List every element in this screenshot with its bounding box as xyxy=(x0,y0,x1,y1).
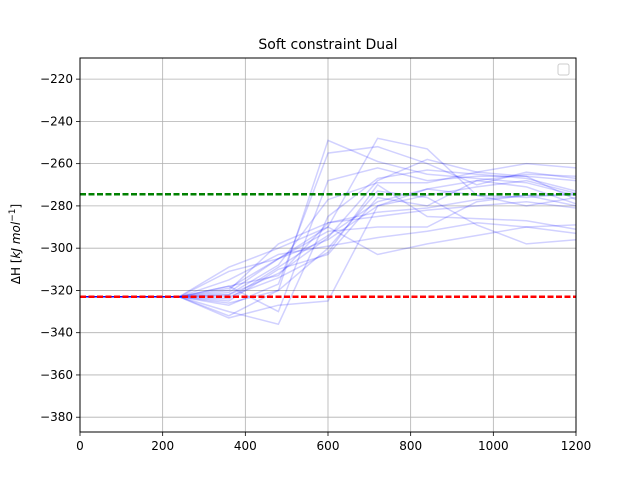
y-tick-label: −360 xyxy=(40,368,73,382)
legend xyxy=(557,63,570,76)
x-tick-label: 1200 xyxy=(561,439,592,453)
y-tick-label: −320 xyxy=(40,283,73,297)
y-tick-label: −220 xyxy=(40,72,73,86)
chart-title: Soft constraint Dual xyxy=(258,37,397,53)
x-tick-label: 200 xyxy=(151,439,174,453)
y-tick-label: −340 xyxy=(40,326,73,340)
series-line-run-12 xyxy=(80,224,577,298)
x-tick-label: 1000 xyxy=(478,439,509,453)
x-tick-label: 800 xyxy=(399,439,422,453)
series-line-run-17 xyxy=(80,188,577,300)
series-line-run-11 xyxy=(80,194,576,298)
series-lines xyxy=(80,137,577,326)
grid xyxy=(79,58,577,432)
y-axis-label-symbol: ΔH xyxy=(9,267,23,284)
series-line-run-15 xyxy=(80,137,577,298)
y-tick-label: −300 xyxy=(40,241,73,255)
x-tick-label: 400 xyxy=(234,439,257,453)
series-line-run-7 xyxy=(80,200,577,298)
series-line-run-5 xyxy=(80,179,577,302)
reference-lines xyxy=(80,193,576,299)
x-tick-label: 0 xyxy=(76,439,84,453)
series-line-run-13 xyxy=(80,167,577,313)
y-tick-label: −280 xyxy=(40,199,73,213)
y-tick-label: −260 xyxy=(40,157,73,171)
y-axis-label-unit: kJ mol xyxy=(9,221,23,258)
series-line-run-10 xyxy=(80,139,577,317)
series-line-run-16 xyxy=(80,183,577,298)
series-line-run-6 xyxy=(80,194,577,298)
series-line-run-1 xyxy=(80,179,577,319)
y-axis-label-open: [ xyxy=(9,258,23,267)
y-tick-label: −240 xyxy=(40,114,73,128)
series-line-run-9 xyxy=(80,145,577,306)
series-line-run-18 xyxy=(80,173,577,298)
x-axis-ticks: 0 200 400 600 800 1000 1200 xyxy=(76,432,591,453)
series-line-run-8 xyxy=(80,222,577,298)
y-axis-label: ΔH [kJ mol−1] xyxy=(8,204,23,284)
series-line-run-2 xyxy=(80,169,577,326)
y-axis-ticks: −380 −360 −340 −320 −300 −280 −260 −240 −220 xyxy=(40,72,80,424)
y-axis-label-close: ] xyxy=(9,204,23,209)
series-line-run-3 xyxy=(80,190,577,304)
y-tick-label: −380 xyxy=(40,410,73,424)
x-tick-label: 600 xyxy=(317,439,340,453)
series-line-run-4 xyxy=(80,158,577,298)
series-line-run-14 xyxy=(80,162,577,298)
legend-box xyxy=(557,63,570,76)
y-axis-label-exponent: −1 xyxy=(8,209,18,222)
